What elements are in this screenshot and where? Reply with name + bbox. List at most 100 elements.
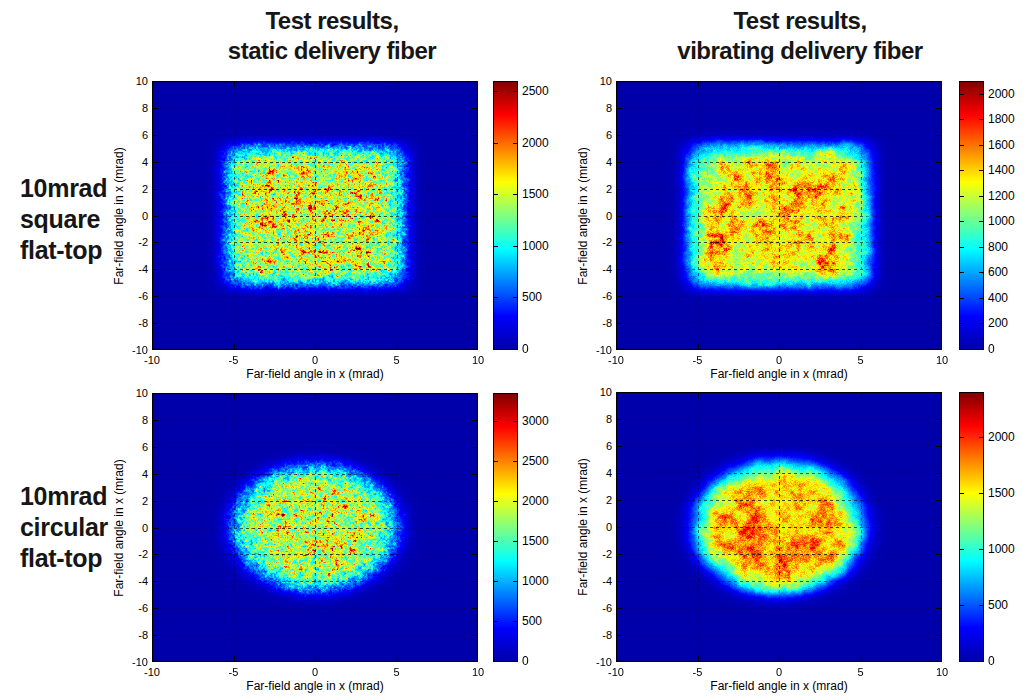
y-tick-label: 0 xyxy=(566,210,612,223)
x-tick-label: 0 xyxy=(759,354,799,367)
colorbar-tick-label: 1400 xyxy=(988,164,1024,177)
x-tick-label: 10 xyxy=(922,354,962,367)
y-tick-label: -2 xyxy=(102,548,148,561)
colorbar-tick-label: 500 xyxy=(988,599,1024,612)
y-tick-label: -10 xyxy=(566,656,612,669)
y-tick-label: 0 xyxy=(102,210,148,223)
y-tick-label: 4 xyxy=(102,156,148,169)
y-tick-label: -6 xyxy=(566,290,612,303)
colorbar-tick-label: 0 xyxy=(522,343,564,356)
y-tick-label: 2 xyxy=(102,495,148,508)
x-tick-label: -5 xyxy=(214,666,254,679)
y-tick-label: 10 xyxy=(102,75,148,88)
row-label-circular-line1: 10mrad xyxy=(20,481,108,512)
colorbar-tick-label: 1800 xyxy=(988,113,1024,126)
y-tick-label: -10 xyxy=(566,344,612,357)
heatmap-vibrating-circular xyxy=(616,392,942,662)
y-tick-label: -6 xyxy=(566,602,612,615)
row-label-square-line3: flat-top xyxy=(20,235,107,266)
y-tick-label: 8 xyxy=(102,102,148,115)
x-axis-label: Far-field angle in x (mrad) xyxy=(616,367,942,381)
row-label-circular-line2: circular xyxy=(20,512,108,543)
colorbar-tick-label: 600 xyxy=(988,266,1024,279)
colorbar-vibrating-circular xyxy=(959,392,984,662)
colorbar-tick-label: 500 xyxy=(522,291,564,304)
x-tick-label: -5 xyxy=(678,666,718,679)
y-tick-label: -8 xyxy=(102,629,148,642)
colorbar-tick-label: 3000 xyxy=(522,415,564,428)
y-tick-label: 4 xyxy=(566,467,612,480)
column-title-vibrating-line2: vibrating delivery fiber xyxy=(600,36,1000,66)
x-axis-label: Far-field angle in x (mrad) xyxy=(152,679,478,693)
y-tick-label: -4 xyxy=(566,575,612,588)
colorbar-tick-label: 1600 xyxy=(988,139,1024,152)
x-tick-label: 10 xyxy=(458,666,498,679)
row-label-square-line2: square xyxy=(20,204,107,235)
y-tick-label: 0 xyxy=(566,521,612,534)
y-tick-label: -6 xyxy=(102,290,148,303)
x-tick-label: 5 xyxy=(377,354,417,367)
colorbar-tick-label: 0 xyxy=(988,343,1024,356)
y-tick-label: 6 xyxy=(102,129,148,142)
x-tick-label: 5 xyxy=(841,666,881,679)
y-tick-label: -8 xyxy=(566,629,612,642)
y-tick-label: 6 xyxy=(566,129,612,142)
colorbar-tick-label: 2000 xyxy=(522,495,564,508)
colorbar-tick-label: 1000 xyxy=(522,240,564,253)
x-tick-label: -5 xyxy=(678,354,718,367)
x-tick-label: 0 xyxy=(295,354,335,367)
colorbar-tick-label: 0 xyxy=(522,655,564,668)
x-tick-label: -5 xyxy=(214,354,254,367)
heatmap-static-circular xyxy=(152,393,478,662)
y-tick-label: -6 xyxy=(102,602,148,615)
y-tick-label: 10 xyxy=(102,387,148,400)
colorbar-tick-label: 200 xyxy=(988,317,1024,330)
colorbar-tick-label: 400 xyxy=(988,292,1024,305)
x-tick-label: 10 xyxy=(922,666,962,679)
column-title-static-line2: static delivery fiber xyxy=(132,36,532,66)
column-title-static: Test results, static delivery fiber xyxy=(132,6,532,66)
colorbar-static-square xyxy=(493,81,518,350)
y-tick-label: 10 xyxy=(566,75,612,88)
column-title-vibrating-line1: Test results, xyxy=(600,6,1000,36)
row-label-circular: 10mrad circular flat-top xyxy=(20,481,108,574)
y-tick-label: -4 xyxy=(566,263,612,276)
row-label-square-line1: 10mrad xyxy=(20,173,107,204)
colorbar-tick-label: 0 xyxy=(988,655,1024,668)
colorbar-static-circular xyxy=(493,393,518,662)
heatmap-vibrating-square xyxy=(616,81,942,350)
y-tick-label: -8 xyxy=(102,317,148,330)
colorbar-tick-label: 800 xyxy=(988,241,1024,254)
y-tick-label: 2 xyxy=(566,183,612,196)
x-tick-label: 10 xyxy=(458,354,498,367)
y-tick-label: -8 xyxy=(566,317,612,330)
column-title-vibrating: Test results, vibrating delivery fiber xyxy=(600,6,1000,66)
y-tick-label: 2 xyxy=(102,183,148,196)
colorbar-tick-label: 1500 xyxy=(522,535,564,548)
row-label-square: 10mrad square flat-top xyxy=(20,173,107,266)
y-tick-label: -2 xyxy=(566,236,612,249)
colorbar-tick-label: 1000 xyxy=(988,543,1024,556)
colorbar-tick-label: 500 xyxy=(522,615,564,628)
x-tick-label: 0 xyxy=(295,666,335,679)
colorbar-tick-label: 2000 xyxy=(988,431,1024,444)
x-axis-label: Far-field angle in x (mrad) xyxy=(616,679,942,693)
y-tick-label: 8 xyxy=(566,102,612,115)
colorbar-tick-label: 1500 xyxy=(988,487,1024,500)
colorbar-tick-label: 1200 xyxy=(988,190,1024,203)
colorbar-tick-label: 2000 xyxy=(522,137,564,150)
y-tick-label: 8 xyxy=(566,413,612,426)
y-tick-label: 4 xyxy=(102,468,148,481)
row-label-circular-line3: flat-top xyxy=(20,543,108,574)
column-title-static-line1: Test results, xyxy=(132,6,532,36)
x-tick-label: 5 xyxy=(377,666,417,679)
colorbar-tick-label: 1500 xyxy=(522,188,564,201)
colorbar-tick-label: 2500 xyxy=(522,455,564,468)
y-tick-label: -2 xyxy=(102,236,148,249)
y-tick-label: -10 xyxy=(102,344,148,357)
colorbar-tick-label: 2000 xyxy=(988,88,1024,101)
y-tick-label: 10 xyxy=(566,386,612,399)
y-tick-label: 0 xyxy=(102,522,148,535)
x-tick-label: 5 xyxy=(841,354,881,367)
y-tick-label: 2 xyxy=(566,494,612,507)
